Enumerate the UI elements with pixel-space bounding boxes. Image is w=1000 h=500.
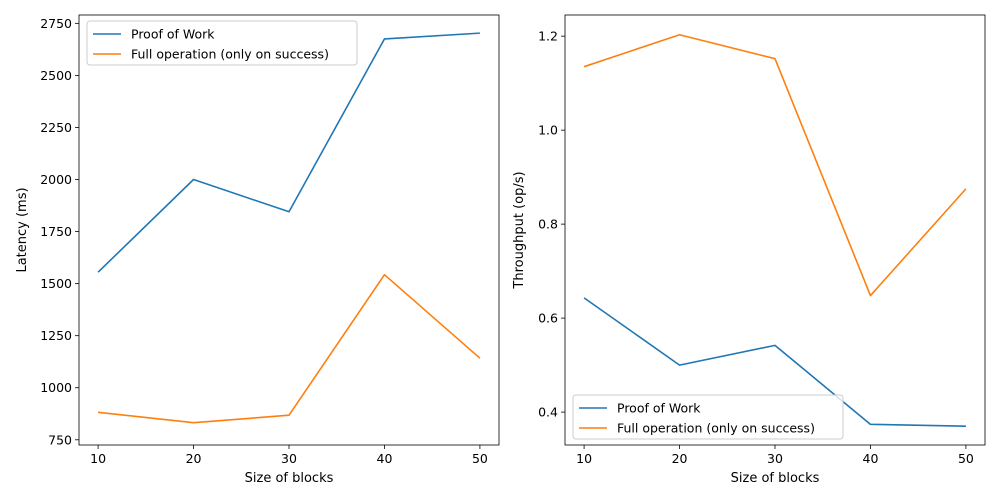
- legend-box: [86, 20, 358, 66]
- y-tick-label: 2000: [40, 172, 72, 187]
- y-tick-label: 1750: [40, 224, 72, 239]
- x-tick-label: 40: [863, 451, 879, 466]
- x-tick-label: 10: [576, 451, 592, 466]
- x-tick-label: 40: [377, 451, 393, 466]
- y-tick-label: 2250: [40, 120, 72, 135]
- legend-label-1: Proof of Work: [617, 401, 701, 416]
- legend: Proof of Work Full operation (only on suc…: [86, 20, 358, 66]
- y-tick-label: 0.8: [538, 217, 558, 232]
- axes-frame: [564, 14, 986, 446]
- chart-2: 10 20 30 40 50 0.4 0.6 0.8 1.0 1.2 Size of blocks T…: [512, 14, 986, 486]
- y-tick-label: 1000: [40, 380, 72, 395]
- series-line-1: [97, 32, 480, 273]
- chart-1: 10 20 30 40 50 750 1000 1250 1500 1750 2000 2250 250…: [15, 14, 500, 486]
- legend-box: [572, 394, 844, 440]
- y-tick-label: 1250: [40, 328, 72, 343]
- y-tick-label: 1.2: [538, 29, 558, 44]
- x-tick-label: 20: [672, 451, 688, 466]
- x-tick-label: 50: [958, 451, 974, 466]
- x-tick-label: 10: [90, 451, 106, 466]
- legend-label-2: Full operation (only on success): [617, 421, 815, 436]
- legend-label-2: Full operation (only on success): [131, 47, 329, 62]
- x-axis-label: Size of blocks: [731, 471, 820, 486]
- legend: Proof of Work Full operation (only on suc…: [572, 394, 844, 440]
- y-tick-label: 1500: [40, 276, 72, 291]
- y-tick-label: 0.6: [538, 311, 558, 326]
- y-axis-label: Latency (ms): [15, 187, 30, 272]
- x-tick-label: 30: [767, 451, 783, 466]
- y-tick-label: 2750: [40, 16, 72, 31]
- x-tick-label: 50: [472, 451, 488, 466]
- x-axis-label: Size of blocks: [245, 471, 334, 486]
- y-tick-label: 750: [48, 432, 72, 447]
- x-tick-label: 30: [281, 451, 297, 466]
- x-tick-label: 20: [186, 451, 202, 466]
- series-line-2: [98, 273, 481, 424]
- y-tick-label: 0.4: [538, 405, 558, 420]
- y-tick-label: 2500: [40, 68, 72, 83]
- legend-label-1: Proof of Work: [131, 27, 215, 42]
- series-line-2: [583, 33, 967, 297]
- y-tick-label: 1.0: [538, 123, 558, 138]
- y-axis-label: Throughput (op/s): [512, 171, 527, 289]
